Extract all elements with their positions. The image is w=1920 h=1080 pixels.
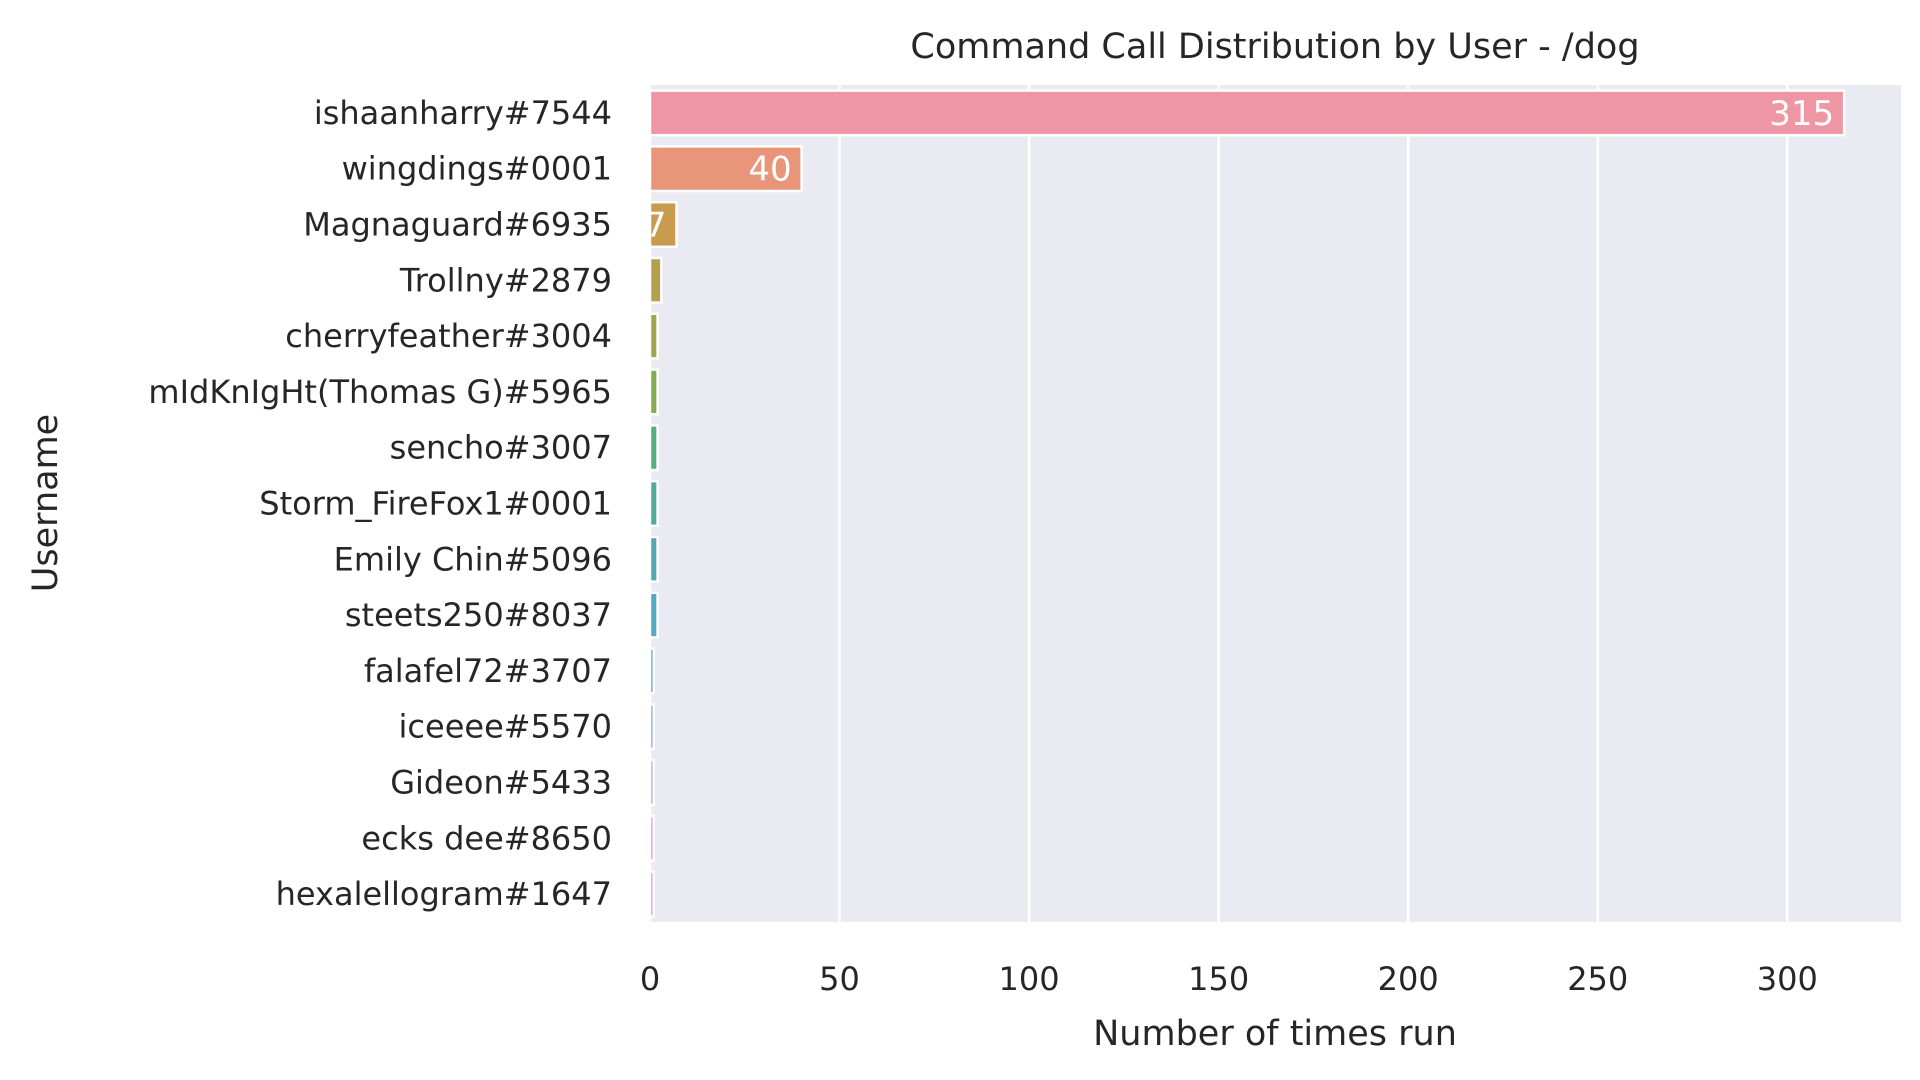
bar [648,145,803,193]
x-tick-label: 300 [1757,960,1818,998]
bar-value-labels: 315 40 7 3 2 2 2 2 2 2 [626,94,1834,636]
plot-area [650,85,1901,922]
x-tick-label: 100 [999,960,1060,998]
bar [648,647,656,695]
bar [648,424,659,472]
y-tick-labels: ishaanharry#7544 wingdings#0001 Magnaguard… [148,94,612,913]
bar [648,535,659,583]
y-tick-label: Gideon#5433 [390,764,612,802]
y-tick-label: falafel72#3707 [364,652,612,690]
y-tick-label: Emily Chin#5096 [334,540,612,578]
y-tick-label: cherryfeather#3004 [285,317,612,355]
y-tick-label: ecks dee#8650 [361,819,612,857]
bar [648,703,656,751]
bar [648,312,659,360]
bar [648,200,678,249]
y-tick-label: wingdings#0001 [342,150,612,188]
bar [648,758,656,807]
bar-value-label: 315 [1769,94,1834,134]
y-tick-label: Trollny#2879 [399,261,612,299]
bar [648,479,659,528]
x-tick-label: 150 [1188,960,1249,998]
bar-value-label: 2 [626,540,648,580]
y-tick-label: mIdKnIgHt(Thomas G)#5965 [148,373,612,411]
x-tick-label: 200 [1378,960,1439,998]
bar [648,591,659,639]
bar-value-label: 2 [626,317,648,357]
bar [648,256,663,304]
x-tick-label: 50 [819,960,860,998]
bar [648,870,656,918]
bar-value-label: 3 [630,261,652,301]
y-tick-label: Storm_FireFox1#0001 [259,485,612,523]
bar [648,814,656,862]
chart-title: Command Call Distribution by User - /dog [910,27,1639,67]
x-tick-label: 250 [1567,960,1628,998]
bar-value-label: 2 [626,596,648,636]
y-axis-label: Username [26,414,66,592]
y-tick-label: ishaanharry#7544 [314,94,612,132]
y-tick-label: sencho#3007 [390,429,612,467]
y-tick-label: iceeee#5570 [399,708,612,746]
x-tick-label: 0 [640,960,660,998]
gridlines [648,85,1789,922]
y-tick-label: Magnaguard#6935 [303,206,612,244]
bar-value-label: 7 [645,206,667,246]
x-tick-labels: 0 50 100 150 200 250 300 [640,960,1818,998]
y-tick-label: steets250#8037 [345,596,612,634]
y-tick-label: hexalellogram#1647 [276,875,612,913]
x-axis-label: Number of times run [1093,1014,1457,1054]
bar-value-label: 2 [626,485,648,525]
bars [648,89,1846,918]
bar [648,368,659,416]
bar-value-label: 2 [626,429,648,469]
bar [648,89,1846,137]
bar-value-label: 40 [748,150,791,190]
bar-value-label: 2 [626,373,648,413]
